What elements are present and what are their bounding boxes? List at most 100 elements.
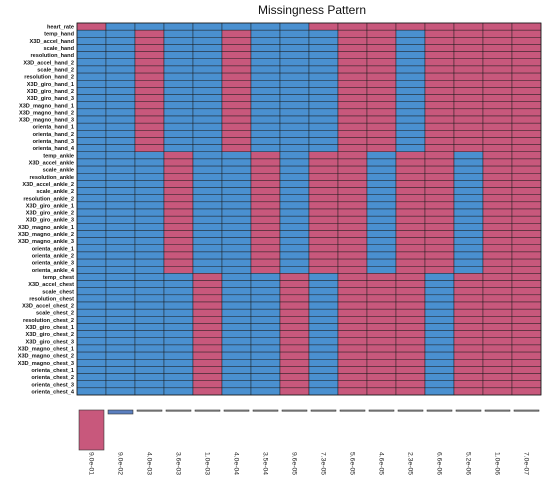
heatmap-cell [308,194,339,203]
heatmap-cell [482,337,513,346]
heatmap-cell [308,151,339,160]
heatmap-cell [424,115,455,124]
heatmap-cell [76,29,107,38]
heatmap-cell [308,37,339,45]
heatmap-cell [453,380,484,389]
heatmap-cell [76,173,107,181]
heatmap-cell [482,130,513,138]
heatmap-cell [192,137,223,145]
heatmap-cell [337,308,368,317]
row-label: X3D_magno_ankle_2 [18,232,74,238]
heatmap-cell [453,144,484,152]
heatmap-cell [395,72,426,81]
heatmap-cell [163,122,194,131]
heatmap-cell [134,280,165,288]
heatmap-cell [279,280,310,288]
heatmap-cell [337,323,368,331]
heatmap-cell [279,351,310,360]
heatmap-cell [192,251,223,260]
heatmap-cell [308,51,339,59]
heatmap-cell [511,223,542,231]
heatmap-cell [250,373,281,381]
heatmap-cell [308,308,339,317]
heatmap-cell [279,194,310,203]
heatmap-cell [192,359,223,367]
heatmap-cell [163,366,194,374]
row-label: X3D_giro_ankle_2 [26,211,74,217]
heatmap-cell [395,115,426,124]
heatmap-cell [337,359,368,367]
heatmap-cell [511,130,542,138]
heatmap-cell [511,316,542,324]
heatmap-cell [511,180,542,188]
heatmap-cell [395,237,426,245]
heatmap-cell [163,287,194,296]
heatmap-cell [279,130,310,138]
heatmap-cell [250,115,281,124]
heatmap-cell [337,101,368,110]
row-label: temp_ankle [43,153,74,159]
heatmap-cell [105,37,136,45]
heatmap-cell [424,237,455,245]
row-label: temp_hand [44,32,74,38]
heatmap-cell [366,244,397,253]
heatmap-cell [76,130,107,138]
heatmap-cell [308,237,339,245]
heatmap-cell [134,29,165,38]
heatmap-cell [250,323,281,331]
heatmap-cell [482,173,513,181]
heatmap-cell [337,158,368,167]
heatmap-cell [192,65,223,74]
heatmap-cell [395,80,426,88]
heatmap-cell [250,201,281,210]
heatmap-cell [308,130,339,138]
heatmap-cell [424,65,455,74]
heatmap-cell [250,280,281,288]
heatmap-cell [453,130,484,138]
heatmap-cell [482,266,513,274]
heatmap-cell [511,29,542,38]
row-label: resolution_hand_2 [24,75,74,81]
heatmap-cell [134,258,165,267]
heatmap-cell [424,301,455,310]
heatmap-cell [453,223,484,231]
heatmap-cell [250,180,281,188]
row-label: X3D_accel_ankle [29,161,74,167]
heatmap-cell [105,351,136,360]
heatmap-cell [76,44,107,52]
heatmap-cell [221,72,252,81]
heatmap-cell [76,165,107,174]
heatmap-cell [192,366,223,374]
heatmap-cell [250,165,281,174]
heatmap-cell [76,22,107,31]
heatmap-cell [482,29,513,38]
heatmap-cell [163,108,194,117]
heatmap-cell [192,294,223,303]
column-label: 5.2e-06 [465,452,472,475]
heatmap-cell [105,223,136,231]
heatmap-cell [134,187,165,195]
heatmap-cell [134,144,165,152]
heatmap-cell [337,373,368,381]
column-label: 3.5e-04 [262,452,269,475]
row-label: scale_chest_2 [36,311,74,317]
heatmap-cell [105,208,136,217]
heatmap-cell [163,94,194,102]
heatmap-cell [163,223,194,231]
heatmap-cell [105,373,136,381]
heatmap-cell [163,323,194,331]
heatmap-cell [366,94,397,102]
heatmap-cell [192,316,223,324]
heatmap-cell [192,187,223,195]
heatmap-cell [424,366,455,374]
heatmap-cell [163,180,194,188]
heatmap-cell [105,94,136,102]
heatmap-cell [308,72,339,81]
heatmap-cell [482,244,513,253]
heatmap-cell [482,273,513,281]
heatmap-cell [482,72,513,81]
heatmap-cell [511,37,542,45]
heatmap-cell [337,251,368,260]
heatmap-cell [337,122,368,131]
heatmap-cell [482,344,513,353]
